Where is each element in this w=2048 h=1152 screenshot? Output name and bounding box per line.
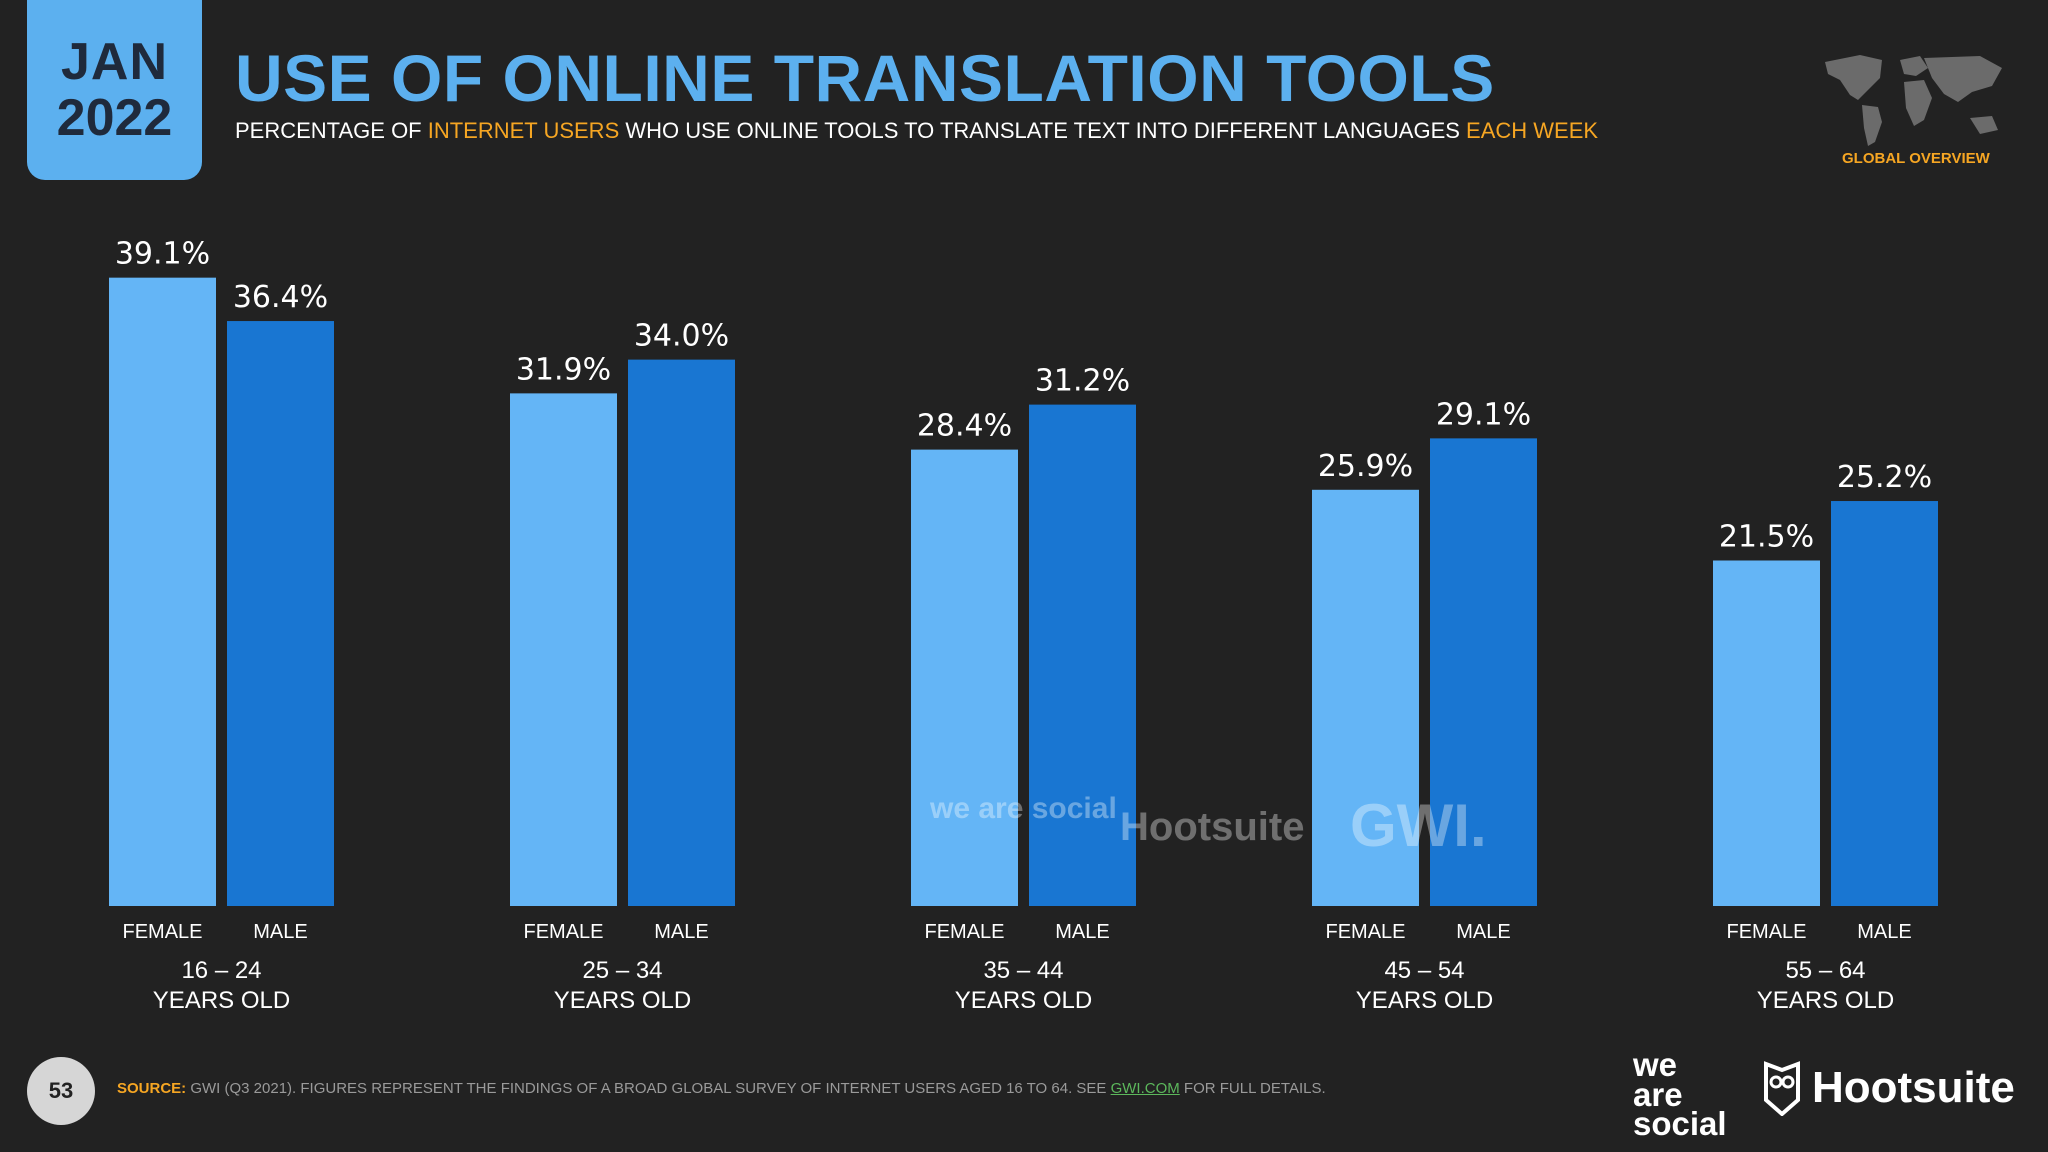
age-group-label-1: 25 – 34 xyxy=(582,957,662,984)
date-month: JAN xyxy=(60,33,169,91)
data-label-male-2: 31.2% xyxy=(1035,364,1130,399)
global-overview-label: GLOBAL OVERVIEW xyxy=(1842,150,1990,167)
subtitle-part-3: WHO USE ONLINE TOOLS TO TRANSLATE TEXT I… xyxy=(619,118,1467,143)
data-label-female-3: 25.9% xyxy=(1318,449,1413,484)
page-number: 53 xyxy=(27,1057,95,1125)
source-text: GWI (Q3 2021). FIGURES REPRESENT THE FIN… xyxy=(186,1080,1111,1097)
data-label-female-2: 28.4% xyxy=(917,409,1012,444)
world-map-icon xyxy=(1820,50,2010,150)
watermark: we are social Hootsuite GWI. xyxy=(929,780,1530,885)
bar-male-3 xyxy=(1430,438,1537,906)
bar-female-2 xyxy=(911,449,1018,906)
logo-was-line-1: we xyxy=(1633,1046,1678,1083)
hootsuite-logo-text: Hootsuite xyxy=(1812,1063,2015,1112)
labels-layer: 39.1% FEMALE 36.4% MALE 16 – 24 YEARS OLD 31.9… xyxy=(115,237,1932,1014)
bar-female-3 xyxy=(1312,489,1419,906)
data-label-male-3: 29.1% xyxy=(1436,397,1531,432)
bar-female-1 xyxy=(510,393,617,906)
source-note: SOURCE: GWI (Q3 2021). FIGURES REPRESENT… xyxy=(117,1080,1326,1097)
data-label-male-1: 34.0% xyxy=(634,319,729,354)
age-group-sublabel-1: YEARS OLD xyxy=(554,987,691,1014)
age-group-sublabel-0: YEARS OLD xyxy=(153,987,290,1014)
series-label-male-0: MALE xyxy=(253,921,307,943)
series-label-female-4: FEMALE xyxy=(1726,921,1806,943)
source-end: FOR FULL DETAILS. xyxy=(1179,1080,1326,1097)
bar-male-1 xyxy=(628,359,735,906)
data-label-female-0: 39.1% xyxy=(115,237,210,272)
age-group-sublabel-3: YEARS OLD xyxy=(1356,987,1493,1014)
age-group-label-0: 16 – 24 xyxy=(181,957,261,984)
series-label-male-4: MALE xyxy=(1857,921,1911,943)
bar-chart: 39.1% FEMALE 36.4% MALE 16 – 24 YEARS OLD 31.9… xyxy=(109,237,1938,1014)
watermark-hootsuite: Hootsuite xyxy=(1120,805,1304,849)
series-label-male-2: MALE xyxy=(1055,921,1109,943)
series-label-female-3: FEMALE xyxy=(1325,921,1405,943)
series-label-female-2: FEMALE xyxy=(924,921,1004,943)
subtitle-highlight-2: EACH WEEK xyxy=(1466,118,1599,143)
logo-was-line-3: social xyxy=(1633,1105,1727,1143)
watermark-was: we are social xyxy=(930,792,1117,825)
page-subtitle: PERCENTAGE OF INTERNET USERS WHO USE ONL… xyxy=(235,118,1598,144)
data-label-female-4: 21.5% xyxy=(1719,519,1814,554)
series-label-male-1: MALE xyxy=(654,921,708,943)
age-group-label-3: 45 – 54 xyxy=(1384,957,1464,984)
age-group-sublabel-2: YEARS OLD xyxy=(955,987,1092,1014)
hootsuite-logo: Hootsuite xyxy=(1762,1060,2015,1116)
bar-female-0 xyxy=(109,277,216,907)
date-badge: JAN 2022 xyxy=(27,0,202,180)
bar-male-4 xyxy=(1831,501,1938,906)
age-group-sublabel-4: YEARS OLD xyxy=(1757,987,1894,1014)
data-label-male-4: 25.2% xyxy=(1837,460,1932,495)
source-label: SOURCE: xyxy=(117,1080,187,1097)
logo-was-line-2: are xyxy=(1633,1075,1683,1113)
date-year: 2022 xyxy=(56,89,173,147)
subtitle-highlight-1: INTERNET USERS xyxy=(427,118,620,143)
series-label-female-0: FEMALE xyxy=(122,921,202,943)
source-link[interactable]: GWI.COM xyxy=(1110,1080,1180,1097)
bars-layer xyxy=(109,277,1938,907)
bar-male-2 xyxy=(1029,404,1136,906)
watermark-gwi: GWI. xyxy=(1350,792,1487,859)
bar-male-0 xyxy=(227,321,334,906)
series-label-male-3: MALE xyxy=(1456,921,1510,943)
owl-icon xyxy=(1764,1061,1800,1116)
we-are-social-logo: we are social xyxy=(1633,1046,1727,1143)
bar-female-4 xyxy=(1713,560,1820,906)
data-label-female-1: 31.9% xyxy=(516,352,611,387)
page-title: USE OF ONLINE TRANSLATION TOOLS xyxy=(235,41,1495,115)
subtitle-part-1: PERCENTAGE OF xyxy=(235,118,428,143)
age-group-label-2: 35 – 44 xyxy=(983,957,1063,984)
age-group-label-4: 55 – 64 xyxy=(1785,957,1865,984)
data-label-male-0: 36.4% xyxy=(233,280,328,315)
series-label-female-1: FEMALE xyxy=(523,921,603,943)
